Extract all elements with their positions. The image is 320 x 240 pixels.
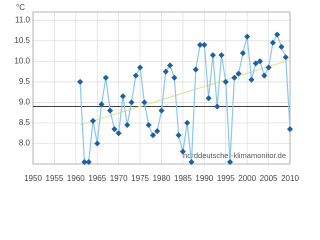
data-point (274, 31, 281, 38)
data-point (171, 74, 178, 81)
data-point (192, 66, 199, 73)
x-tick-label: 1985 (174, 174, 192, 183)
x-tick-label: 1995 (217, 174, 235, 183)
data-point (132, 72, 139, 79)
unit-label: °C (16, 3, 25, 12)
data-point (115, 130, 122, 137)
data-point (278, 43, 285, 50)
data-point (269, 39, 276, 46)
x-tick-label: 1950 (24, 174, 42, 183)
data-point (205, 95, 212, 102)
data-point (214, 103, 221, 110)
data-point (244, 33, 251, 40)
data-point (85, 158, 92, 165)
data-point (102, 74, 109, 81)
data-point (201, 41, 208, 48)
data-point (184, 119, 191, 126)
data-point (94, 140, 101, 147)
data-point (162, 68, 169, 75)
data-point (119, 93, 126, 100)
data-point (128, 99, 135, 106)
data-point (145, 121, 152, 128)
data-line (79, 33, 291, 163)
data-point (107, 107, 114, 114)
data-point (248, 76, 255, 83)
x-tick-label: 2010 (281, 174, 299, 183)
data-point (222, 78, 229, 85)
data-point (175, 132, 182, 139)
x-tick-label: 1965 (88, 174, 106, 183)
data-point (167, 62, 174, 69)
data-point (89, 117, 96, 124)
data-point (77, 78, 84, 85)
trend-line (79, 60, 286, 126)
x-tick-label: 2005 (260, 174, 278, 183)
data-point (81, 158, 88, 165)
x-tick-label: 1980 (153, 174, 171, 183)
data-point (137, 64, 144, 71)
data-point (197, 41, 204, 48)
data-point (179, 148, 186, 155)
data-point (188, 158, 195, 165)
data-point (209, 52, 216, 59)
x-tick-label: 1970 (110, 174, 128, 183)
data-point (218, 52, 225, 59)
data-point (124, 121, 131, 128)
data-point (257, 58, 264, 65)
data-point (154, 128, 161, 135)
x-tick-label: 1960 (67, 174, 85, 183)
x-tick-label: 1975 (131, 174, 149, 183)
y-tick-label: 9.5 (19, 77, 31, 86)
x-tick-label: 1955 (46, 174, 64, 183)
data-point (98, 101, 105, 108)
data-point (287, 126, 293, 133)
data-point (231, 74, 238, 81)
data-point (261, 72, 268, 79)
data-point (111, 126, 118, 133)
y-tick-label: 9.0 (19, 97, 31, 106)
data-point (158, 107, 165, 114)
x-tick-label: 1990 (195, 174, 213, 183)
y-tick-label: 8.5 (19, 118, 31, 127)
watermark: norddeutscher-klimamonitor.de (183, 151, 286, 160)
data-point (239, 50, 246, 57)
data-point (149, 132, 156, 139)
y-tick-label: 8.0 (19, 139, 31, 148)
data-point (141, 99, 148, 106)
data-point (282, 54, 289, 61)
data-point (252, 60, 259, 67)
y-tick-label: 10.0 (14, 56, 30, 65)
data-point (235, 70, 242, 77)
data-point (227, 158, 234, 165)
plot-frame (32, 11, 291, 165)
y-tick-label: 10.5 (14, 36, 30, 45)
y-tick-label: 11.0 (15, 15, 31, 24)
x-tick-label: 2000 (238, 174, 256, 183)
data-point (265, 64, 272, 71)
